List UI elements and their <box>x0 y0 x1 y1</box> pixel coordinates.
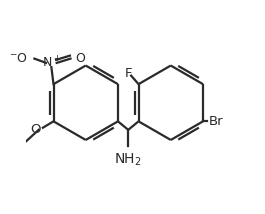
Text: O: O <box>30 123 41 136</box>
Text: NH$_2$: NH$_2$ <box>114 151 142 168</box>
Text: O: O <box>75 52 85 65</box>
Text: $^{-}$O: $^{-}$O <box>9 52 28 65</box>
Text: F: F <box>125 67 133 80</box>
Text: Br: Br <box>208 115 223 128</box>
Text: N$^+$: N$^+$ <box>42 55 61 71</box>
